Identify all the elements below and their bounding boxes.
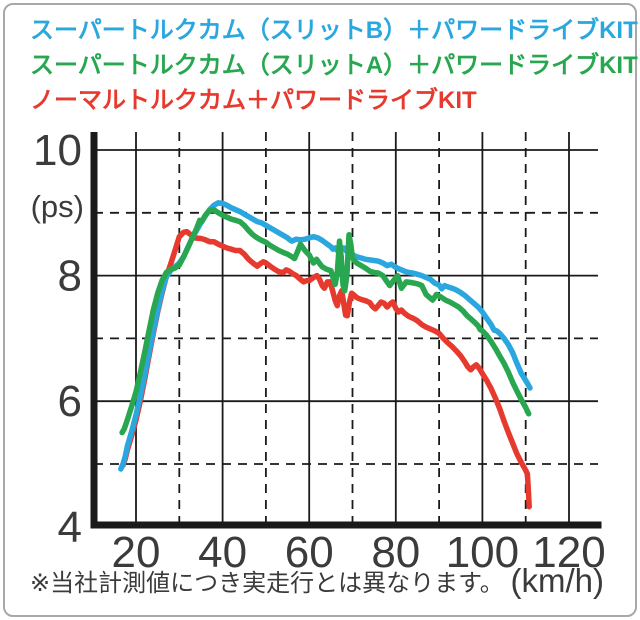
legend-item-slit-a: スーパートルクカム（スリットA）＋パワードライブKIT xyxy=(30,52,638,79)
x-tick-label-40: 40 xyxy=(198,528,247,577)
x-tick-label-120: 120 xyxy=(532,528,605,577)
x-tick-label-20: 20 xyxy=(112,528,161,577)
y-tick-label-4: 4 xyxy=(58,503,82,552)
chart-legend: スーパートルクカム（スリットB）＋パワードライブKIT スーパートルクカム（スリ… xyxy=(30,13,638,118)
y-tick-label-6: 6 xyxy=(58,377,82,426)
legend-item-normal: ノーマルトルクカム＋パワードライブKIT xyxy=(30,87,477,114)
y-axis xyxy=(90,132,98,529)
y-tick-label-10: 10 xyxy=(33,126,82,175)
x-axis xyxy=(90,521,602,529)
footnote-text: ※当社計測値につき実走行とは異なります。 xyxy=(30,570,504,597)
curve-series-0 xyxy=(118,200,533,472)
x-axis-unit-label: (km/h) xyxy=(511,562,605,599)
curve-series-2 xyxy=(120,228,532,510)
legend-item-slit-b: スーパートルクカム（スリットB）＋パワードライブKIT xyxy=(30,17,638,44)
y-axis-unit-label: (ps) xyxy=(31,189,84,224)
x-tick-label-80: 80 xyxy=(371,528,420,577)
y-tick-label-8: 8 xyxy=(58,252,82,301)
x-tick-label-60: 60 xyxy=(285,528,334,577)
x-tick-label-100: 100 xyxy=(446,528,519,577)
curve-series-1 xyxy=(119,206,532,436)
